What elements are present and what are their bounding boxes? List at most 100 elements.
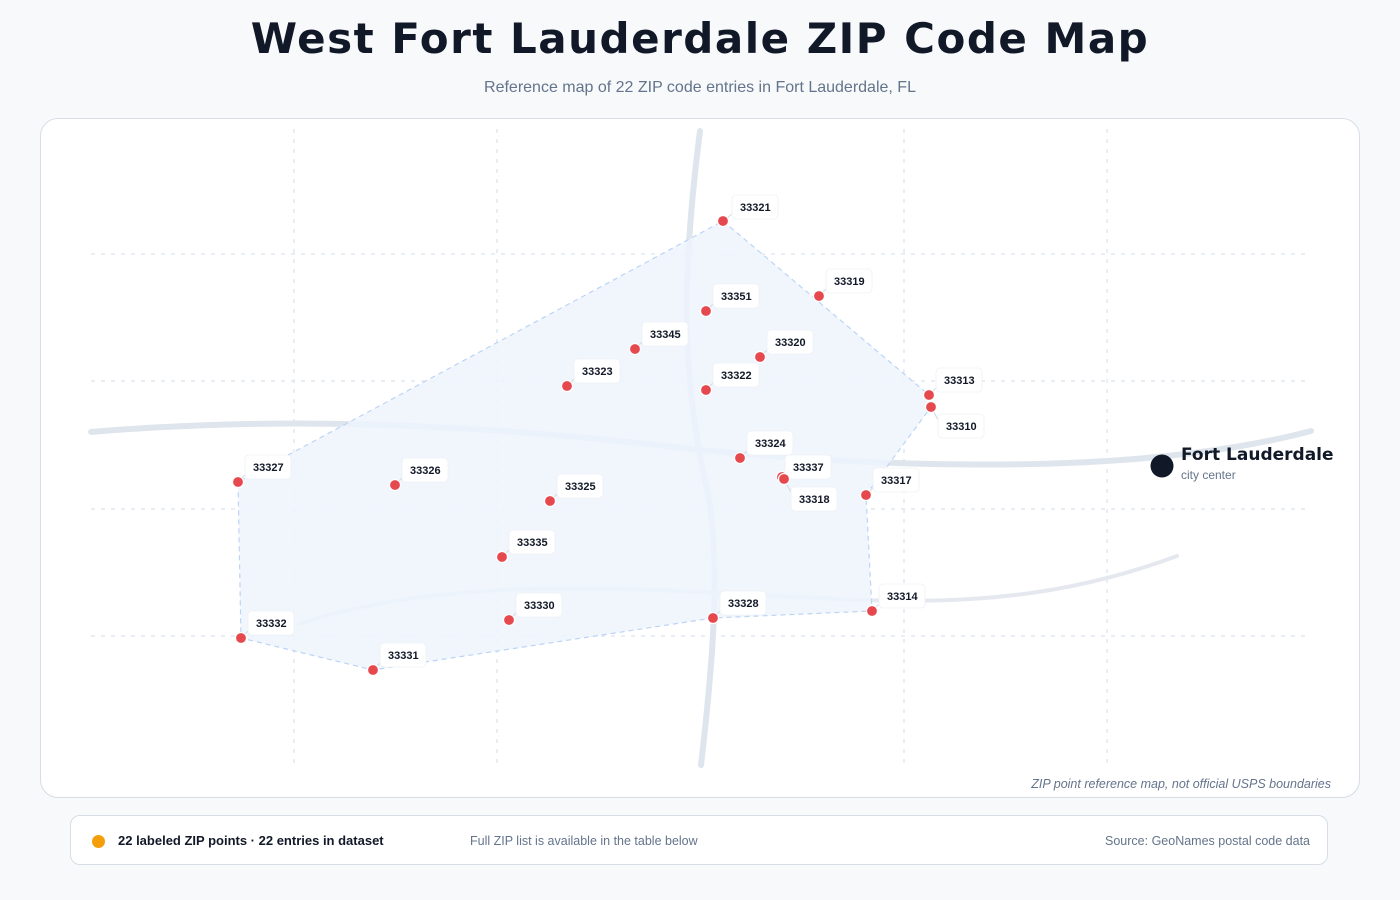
zip-map[interactable]: 33321 33319 33351 33345 33320 33323 33322 33313… <box>41 119 1359 797</box>
zip-point-dot[interactable] <box>628 342 642 356</box>
zip-label-box <box>825 268 873 294</box>
zip-point-dot[interactable] <box>388 478 402 492</box>
zip-marker-33317[interactable]: 33317 <box>859 467 920 502</box>
zip-label-box <box>244 454 292 480</box>
zip-point-dot[interactable] <box>706 611 720 625</box>
zip-point-dot[interactable] <box>733 451 747 465</box>
page-title: West Fort Lauderdale ZIP Code Map <box>250 14 1150 63</box>
zip-label: 33310 <box>946 421 977 433</box>
zip-label: 33326 <box>410 465 441 477</box>
zip-label-box <box>712 362 760 388</box>
zip-label: 33314 <box>887 591 918 603</box>
zip-marker-33330[interactable]: 33330 <box>502 592 563 627</box>
zip-label-box <box>872 467 920 493</box>
zip-point-dot[interactable] <box>777 472 791 486</box>
legend-source: Source: GeoNames postal code data <box>1105 834 1310 848</box>
zip-marker-33314[interactable]: 33314 <box>865 583 926 618</box>
zip-point-dot[interactable] <box>231 475 245 489</box>
zip-label-box <box>508 529 556 555</box>
legend-note: Full ZIP list is available in the table … <box>470 834 698 848</box>
zip-label-box <box>641 321 689 347</box>
zip-label-box <box>937 413 985 439</box>
zip-markers[interactable]: 33321 33319 33351 33345 33320 33323 33322 33313… <box>231 194 985 677</box>
city-sublabel: city center <box>1181 468 1236 482</box>
zip-label: 33330 <box>524 600 555 612</box>
zip-label: 33325 <box>565 481 596 493</box>
legend-count: 22 labeled ZIP points · 22 entries in da… <box>118 833 384 848</box>
zip-label-box <box>247 610 295 636</box>
zip-label-box <box>731 194 779 220</box>
zip-label-box <box>746 430 794 456</box>
page-subtitle: Reference map of 22 ZIP code entries in … <box>484 79 916 96</box>
zip-label: 33323 <box>582 366 613 378</box>
city-center-marker[interactable]: Fort Lauderdale city center <box>1150 445 1334 482</box>
zip-label: 33331 <box>388 650 419 662</box>
city-center-dot[interactable] <box>1150 454 1174 478</box>
zip-marker-33345[interactable]: 33345 <box>628 321 689 356</box>
zip-label: 33321 <box>740 202 771 214</box>
zip-label-box <box>401 457 449 483</box>
zip-marker-33324[interactable]: 33324 <box>733 430 794 465</box>
zip-label: 33317 <box>881 475 912 487</box>
zip-point-dot[interactable] <box>699 304 713 318</box>
zip-point-dot[interactable] <box>543 494 557 508</box>
zip-label: 33351 <box>721 291 752 303</box>
zip-point-dot[interactable] <box>560 379 574 393</box>
zip-point-dot[interactable] <box>859 488 873 502</box>
zip-point-dot[interactable] <box>865 604 879 618</box>
zip-label: 33318 <box>799 494 830 506</box>
zip-label-box <box>784 454 832 480</box>
zip-point-dot[interactable] <box>753 350 767 364</box>
map-panel[interactable]: 33321 33319 33351 33345 33320 33323 33322 33313… <box>40 118 1360 798</box>
zip-point-dot[interactable] <box>502 613 516 627</box>
zip-marker-33313[interactable]: 33313 <box>922 367 983 402</box>
zip-label: 33327 <box>253 462 284 474</box>
zip-marker-33351[interactable]: 33351 <box>699 283 760 318</box>
zip-label: 33313 <box>944 375 975 387</box>
zip-marker-33323[interactable]: 33323 <box>560 358 621 393</box>
city-name: Fort Lauderdale <box>1181 445 1334 465</box>
zip-marker-33320[interactable]: 33320 <box>753 329 814 364</box>
zip-marker-33319[interactable]: 33319 <box>812 268 873 303</box>
zip-label-box <box>935 367 983 393</box>
zip-label-box <box>573 358 621 384</box>
zip-label-box <box>515 592 563 618</box>
legend-bar: 22 labeled ZIP points · 22 entries in da… <box>70 815 1328 865</box>
zip-label: 33320 <box>775 337 806 349</box>
zip-point-dot[interactable] <box>922 388 936 402</box>
zip-marker-33325[interactable]: 33325 <box>543 473 604 508</box>
legend-dot-icon <box>92 835 105 848</box>
zip-label-box <box>379 642 427 668</box>
zip-point-dot[interactable] <box>716 214 730 228</box>
zip-label: 33322 <box>721 370 752 382</box>
zip-label: 33332 <box>256 618 287 630</box>
zip-label: 33345 <box>650 329 681 341</box>
zip-point-dot[interactable] <box>495 550 509 564</box>
zip-label-box <box>878 583 926 609</box>
zip-marker-33328[interactable]: 33328 <box>706 590 767 625</box>
zip-marker-33335[interactable]: 33335 <box>495 529 556 564</box>
zip-marker-33310[interactable]: 33310 <box>924 400 985 439</box>
zip-area-hull <box>237 220 932 671</box>
zip-label: 33319 <box>834 276 865 288</box>
zip-label-box <box>712 283 760 309</box>
zip-marker-33322[interactable]: 33322 <box>699 362 760 397</box>
zip-point-dot[interactable] <box>812 289 826 303</box>
zip-label-box <box>766 329 814 355</box>
zip-marker-33331[interactable]: 33331 <box>366 642 427 677</box>
zip-label-box <box>719 590 767 616</box>
zip-label: 33324 <box>755 438 786 450</box>
zip-point-dot[interactable] <box>234 631 248 645</box>
zip-marker-33326[interactable]: 33326 <box>388 457 449 492</box>
zip-label: 33337 <box>793 462 824 474</box>
zip-label-box <box>790 486 838 512</box>
zip-point-dot[interactable] <box>924 400 938 414</box>
zip-marker-33318[interactable]: 33318 <box>777 472 838 512</box>
zip-marker-33332[interactable]: 33332 <box>234 610 295 645</box>
zip-marker-33321[interactable]: 33321 <box>716 194 779 228</box>
zip-marker-33327[interactable]: 33327 <box>231 454 292 489</box>
zip-label-box <box>556 473 604 499</box>
zip-label: 33335 <box>517 537 548 549</box>
zip-point-dot[interactable] <box>366 663 380 677</box>
zip-point-dot[interactable] <box>699 383 713 397</box>
